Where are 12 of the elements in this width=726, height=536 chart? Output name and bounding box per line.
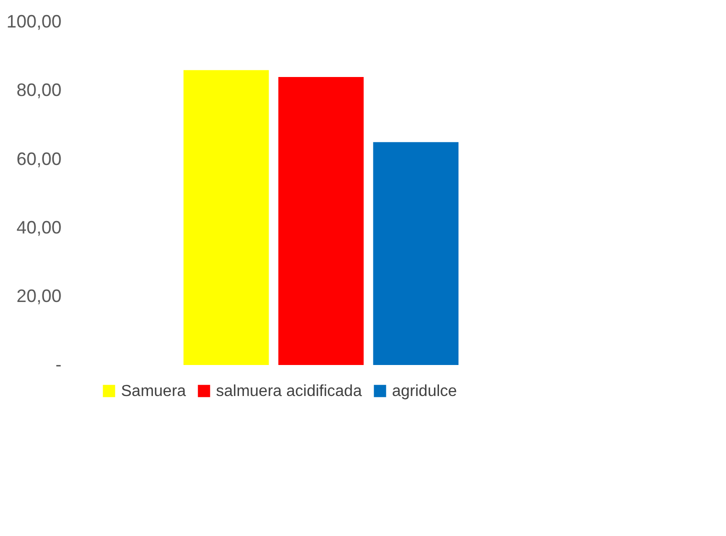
legend-label: Samuera — [121, 383, 186, 400]
bar — [184, 70, 269, 365]
legend-label: salmuera acidificada — [216, 383, 362, 400]
y-tick-label: - — [56, 354, 62, 374]
bar — [278, 77, 364, 365]
bar — [373, 142, 458, 365]
y-tick-label: 80,00 — [16, 80, 62, 100]
legend-label: agridulce — [392, 383, 458, 400]
y-tick-label: 40,00 — [16, 217, 62, 238]
y-tick-label: 100,00 — [6, 12, 62, 32]
y-tick-label: 20,00 — [16, 286, 62, 306]
y-tick-label: 60,00 — [16, 148, 62, 169]
